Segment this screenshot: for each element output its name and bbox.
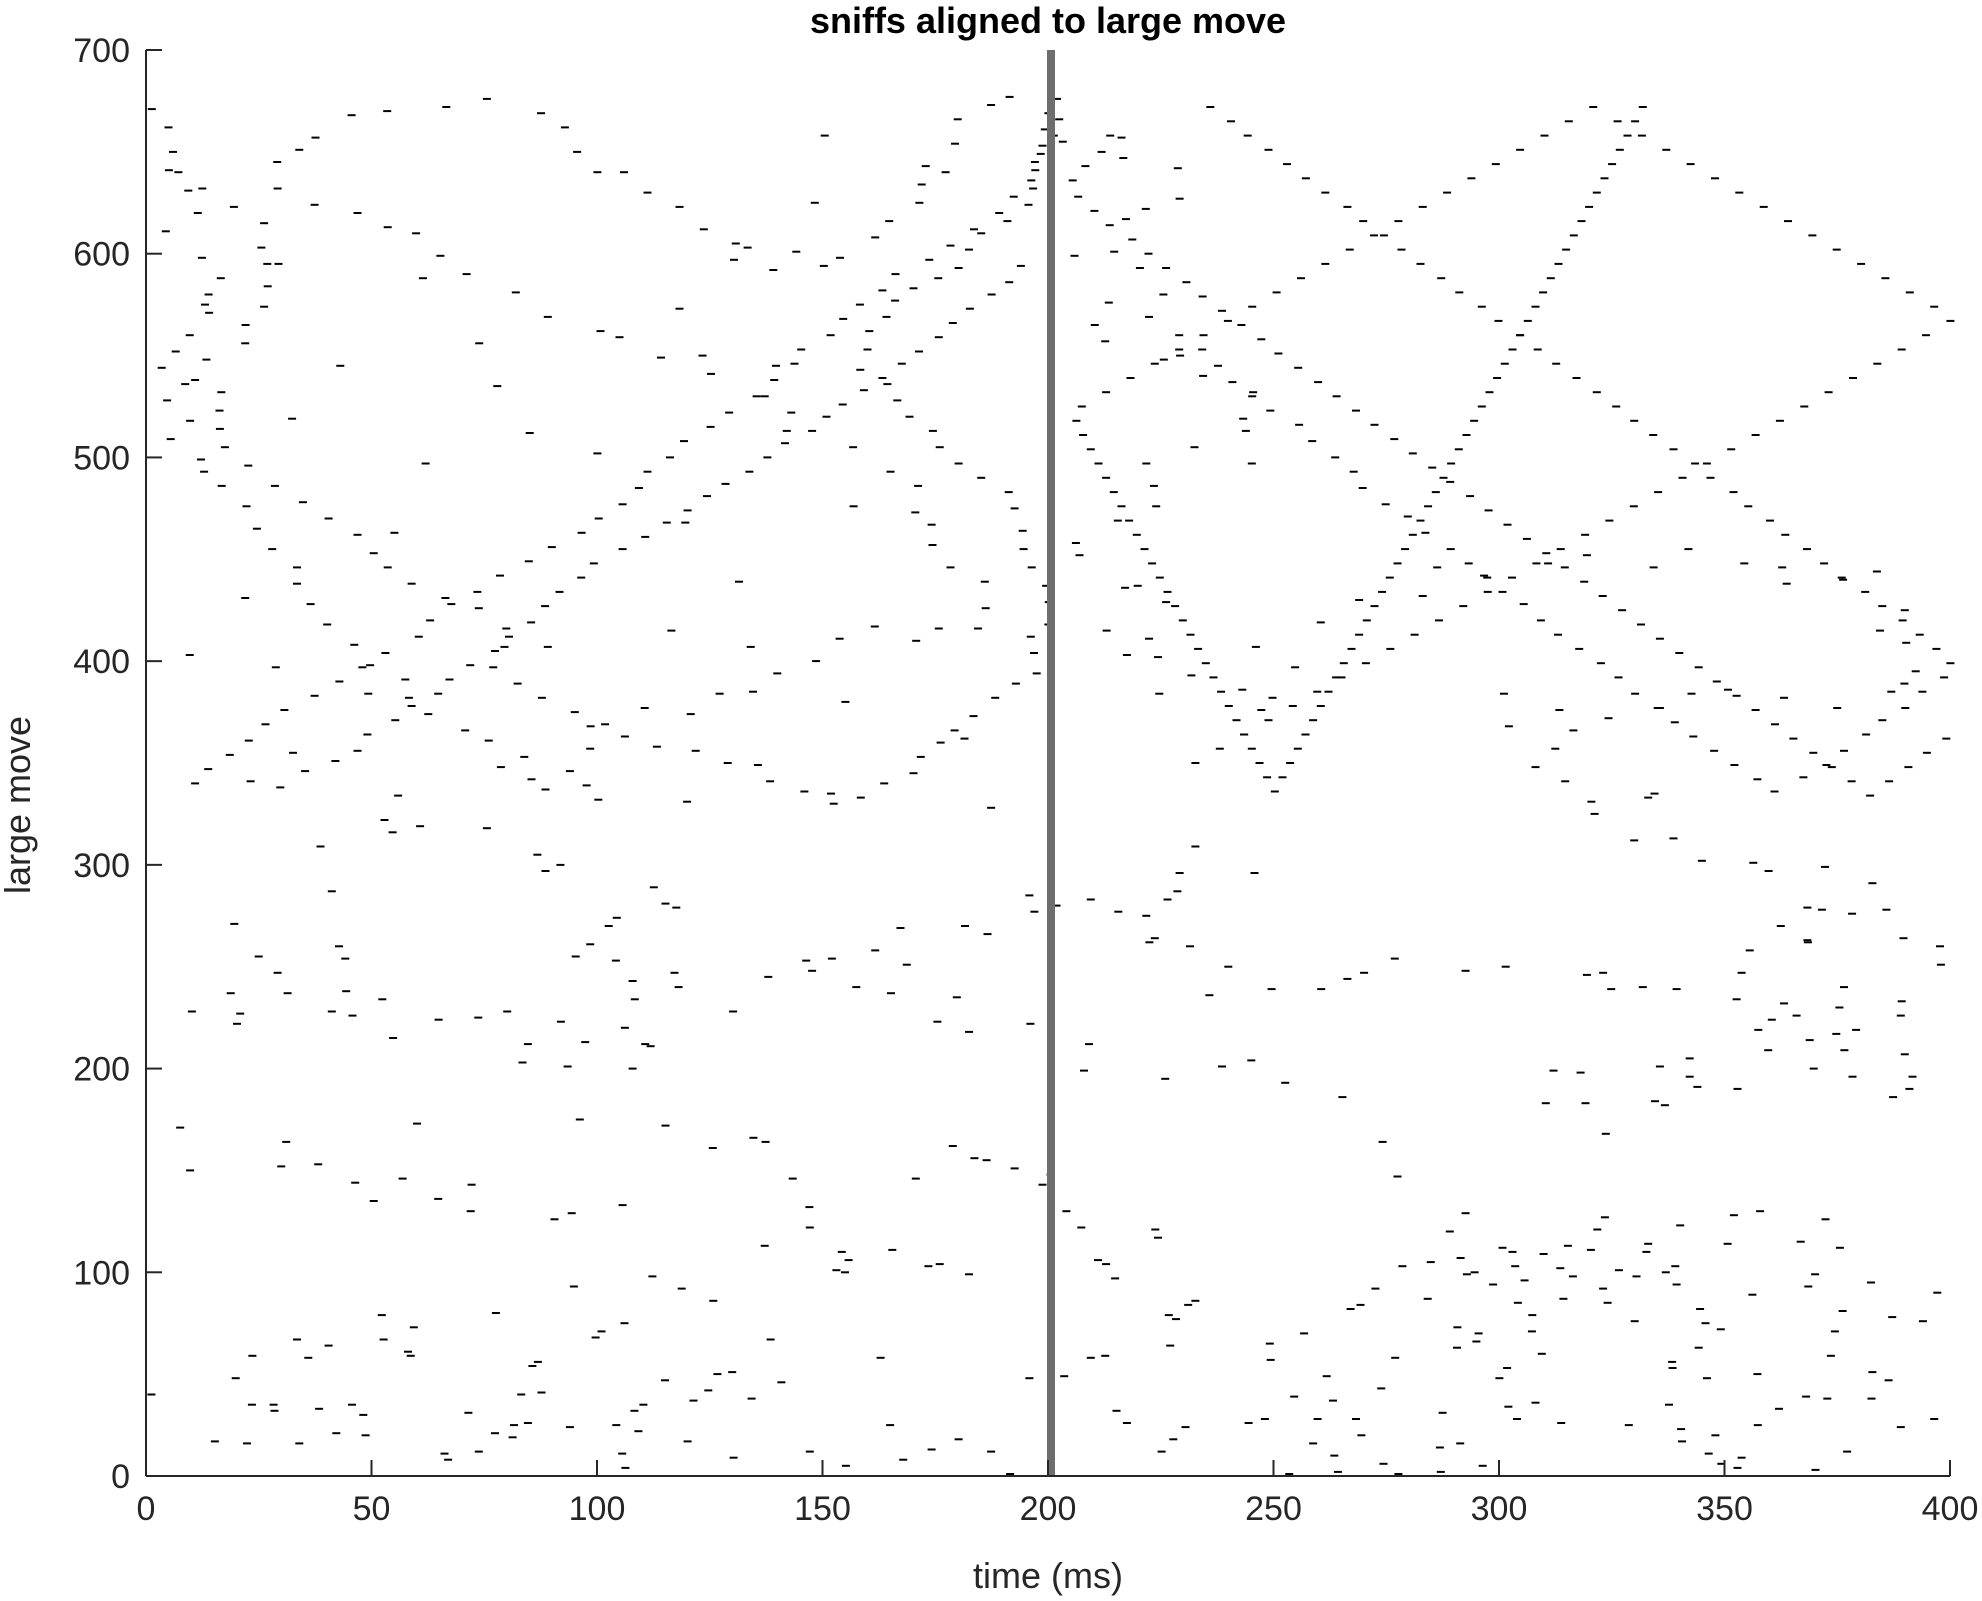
y-tick-label: 100: [73, 1254, 130, 1292]
y-tick-label: 500: [73, 439, 130, 477]
y-tick-label: 400: [73, 643, 130, 681]
x-tick-label: 0: [137, 1490, 156, 1528]
x-tick-label: 300: [1471, 1490, 1528, 1528]
x-tick-label: 350: [1696, 1490, 1753, 1528]
x-tick-label: 250: [1245, 1490, 1302, 1528]
y-tick-label: 300: [73, 847, 130, 885]
x-tick-label: 150: [794, 1490, 851, 1528]
y-axis-label: large move: [0, 716, 38, 894]
y-tick-label: 0: [111, 1458, 130, 1496]
raster-events: [147, 95, 1955, 1475]
x-tick-label: 400: [1922, 1490, 1979, 1528]
x-tick-label: 200: [1020, 1490, 1077, 1528]
y-tick-label: 600: [73, 236, 130, 274]
x-tick-label: 50: [353, 1490, 391, 1528]
chart-title: sniffs aligned to large move: [810, 0, 1286, 41]
y-tick-label: 700: [73, 32, 130, 70]
x-axis-label: time (ms): [973, 1555, 1123, 1596]
axes: 0 50 100 150 200 250 300 350 400 0 100 200 300 400 500…: [73, 32, 1978, 1528]
x-tick-label: 100: [569, 1490, 626, 1528]
y-tick-label: 200: [73, 1051, 130, 1089]
